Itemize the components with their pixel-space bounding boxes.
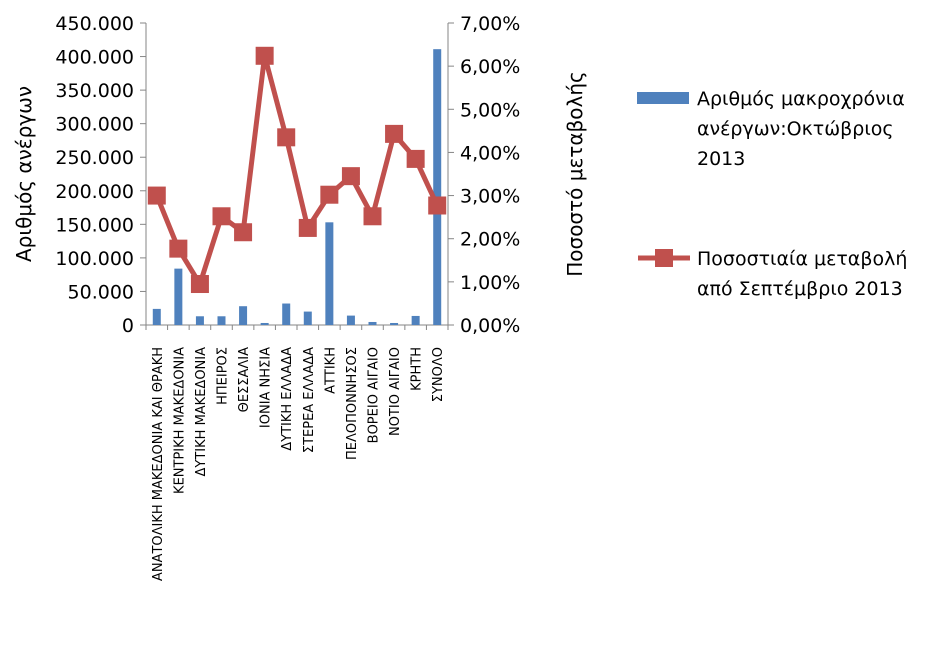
left-tick-label: 150.000: [55, 214, 134, 236]
right-tick-label: 1,00%: [460, 272, 520, 294]
bar: [433, 49, 441, 325]
line-marker: [234, 223, 252, 241]
category-label: ΒΟΡΕΙΟ ΑΙΓΑΙΟ: [367, 347, 382, 443]
legend-swatch-marker: [655, 249, 673, 267]
left-tick-label: 450.000: [55, 13, 134, 35]
legend-label-bar: 2013: [697, 148, 745, 170]
line-marker: [407, 150, 425, 168]
category-label: ΘΕΣΣΑΛΙΑ: [237, 347, 252, 412]
left-tick-label: 400.000: [55, 47, 134, 69]
category-label: ΠΕΛΟΠΟΝΝΗΣΟΣ: [345, 347, 360, 460]
legend-swatch-bar: [637, 92, 689, 104]
category-label: ΑΤΤΙΚΗ: [323, 347, 338, 394]
category-labels: ΑΝΑΤΟΛΙΚΗ ΜΑΚΕΔΟΝΙΑ ΚΑΙ ΘΡΑΚΗ ΚΕΝΤΡΙΚΗ ΜΑ…: [151, 347, 446, 581]
bar: [325, 222, 333, 325]
right-tick-label: 4,00%: [460, 142, 520, 164]
left-tick-label: 50.000: [68, 281, 134, 303]
line-marker: [191, 275, 209, 293]
category-label: ΣΤΕΡΕΑ ΕΛΛΑΔΑ: [302, 347, 317, 453]
line-marker: [256, 47, 274, 65]
line-marker: [169, 240, 187, 258]
right-tick-label: 6,00%: [460, 56, 520, 78]
bar: [412, 316, 420, 325]
category-label: ΣΥΝΟΛΟ: [431, 347, 446, 402]
left-tick-label: 200.000: [55, 181, 134, 203]
right-tick-label: 2,00%: [460, 229, 520, 251]
line-marker: [342, 167, 360, 185]
left-axis-title: Αριθμός ανέργων: [12, 86, 36, 262]
bar: [261, 323, 269, 325]
bar: [282, 304, 290, 325]
bar: [390, 323, 398, 325]
legend-label-line: Ποσοστιαία μεταβολή: [697, 248, 907, 270]
category-label: ΑΝΑΤΟΛΙΚΗ ΜΑΚΕΔΟΝΙΑ ΚΑΙ ΘΡΑΚΗ: [151, 347, 166, 581]
right-tick-label: 7,00%: [460, 13, 520, 35]
line-marker: [277, 128, 295, 146]
category-label: ΗΠΕΙΡΟΣ: [216, 347, 231, 405]
category-label: ΝΟΤΙΟ ΑΙΓΑΙΟ: [388, 347, 403, 436]
line-marker: [148, 187, 166, 205]
left-tick-label: 300.000: [55, 114, 134, 136]
left-tick-label: 0: [122, 315, 134, 337]
category-label: ΔΥΤΙΚΗ ΕΛΛΑΔΑ: [280, 347, 295, 451]
category-label: ΔΥΤΙΚΗ ΜΑΚΕΔΟΝΙΑ: [194, 347, 209, 477]
bar: [369, 322, 377, 325]
left-tick-label: 100.000: [55, 248, 134, 270]
legend-label-bar: Αριθμός μακροχρόνια: [697, 88, 905, 110]
bar: [304, 312, 312, 325]
line-marker: [364, 207, 382, 225]
line-series: [148, 47, 446, 293]
category-label: ΚΕΝΤΡΙΚΗ ΜΑΚΕΔΟΝΙΑ: [172, 347, 187, 494]
legend-label-line: από Σεπτέμβριο 2013: [697, 278, 903, 300]
legend-label-bar: ανέργων:Οκτώβριος: [697, 118, 894, 140]
bar: [218, 316, 226, 325]
left-tick-label: 350.000: [55, 80, 134, 102]
bar: [174, 269, 182, 325]
right-tick-label: 5,00%: [460, 99, 520, 121]
right-tick-label: 3,00%: [460, 186, 520, 208]
bar: [239, 306, 247, 325]
bar: [347, 316, 355, 325]
bar: [196, 316, 204, 325]
line-marker: [428, 196, 446, 214]
axes: 0 50.000 100.000 150.000 200.000 250.000 300.0…: [12, 13, 587, 337]
bar: [153, 309, 161, 325]
category-label: ΙΟΝΙΑ ΝΗΣΙΑ: [259, 347, 274, 428]
right-axis-title: Ποσοστό μεταβολής: [563, 71, 587, 277]
series-line: [157, 56, 437, 284]
right-tick-label: 0,00%: [460, 315, 520, 337]
category-label: ΚΡΗΤΗ: [410, 347, 425, 391]
legend: Αριθμός μακροχρόνια ανέργων:Οκτώβριος 2013…: [637, 88, 907, 300]
left-tick-label: 250.000: [55, 147, 134, 169]
line-marker: [299, 219, 317, 237]
line-marker: [385, 125, 403, 143]
line-marker: [213, 207, 231, 225]
line-marker: [320, 186, 338, 204]
